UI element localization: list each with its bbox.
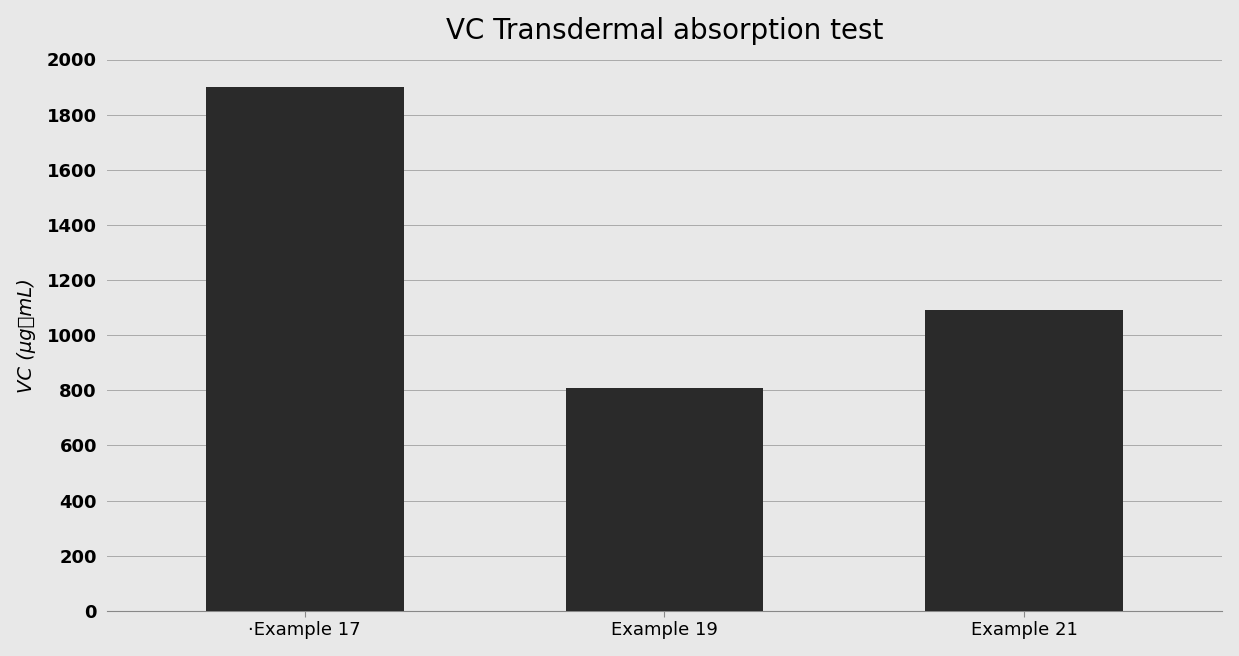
Bar	[926, 310, 1124, 611]
Title: VC Transdermal absorption test: VC Transdermal absorption test	[446, 16, 883, 45]
Y-axis label: VC (μg／mL): VC (μg／mL)	[16, 277, 36, 393]
Bar	[206, 87, 404, 611]
Bar	[565, 388, 763, 611]
